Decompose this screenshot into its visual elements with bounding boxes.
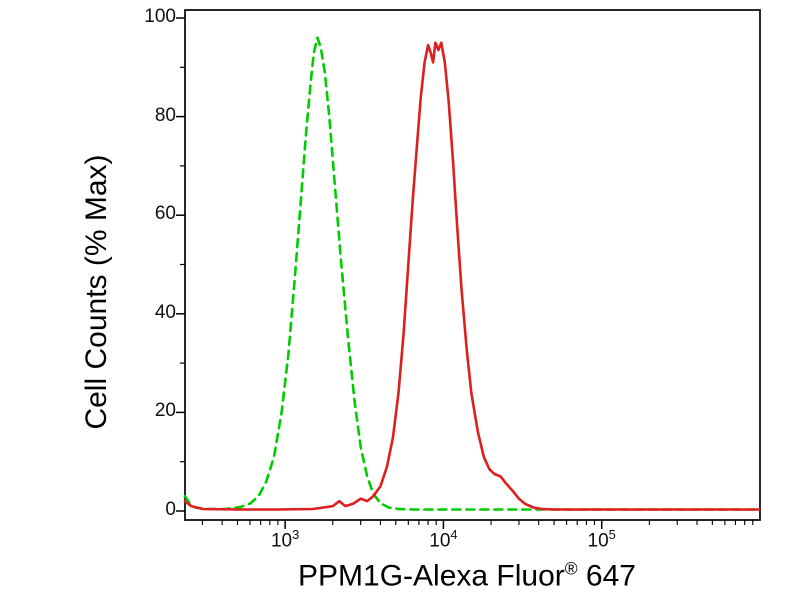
y-tick-label: 0 [165, 499, 176, 520]
y-tick-label: 60 [154, 203, 176, 225]
y-tick-label: 80 [154, 104, 176, 126]
y-tick-label: 100 [144, 6, 176, 27]
registered-trademark-symbol: ® [564, 558, 578, 579]
x-axis-label: PPM1G-Alexa Fluor® 647 [298, 559, 636, 594]
x-tick-label: 103 [270, 527, 300, 552]
y-axis-label: Cell Counts (% Max) [80, 154, 113, 430]
x-tick-label: 104 [429, 527, 458, 552]
y-tick-label: 20 [154, 400, 176, 422]
control-green-dashed-curve [183, 36, 761, 511]
x-axis-label-main: PPM1G-Alexa Fluor [298, 559, 565, 593]
x-axis-label-suffix: 647 [577, 559, 636, 593]
plot-border [184, 9, 761, 521]
x-tick-label: 105 [587, 527, 616, 552]
ppm1g-red-solid-curve [183, 41, 761, 511]
y-tick-label: 40 [154, 301, 176, 323]
